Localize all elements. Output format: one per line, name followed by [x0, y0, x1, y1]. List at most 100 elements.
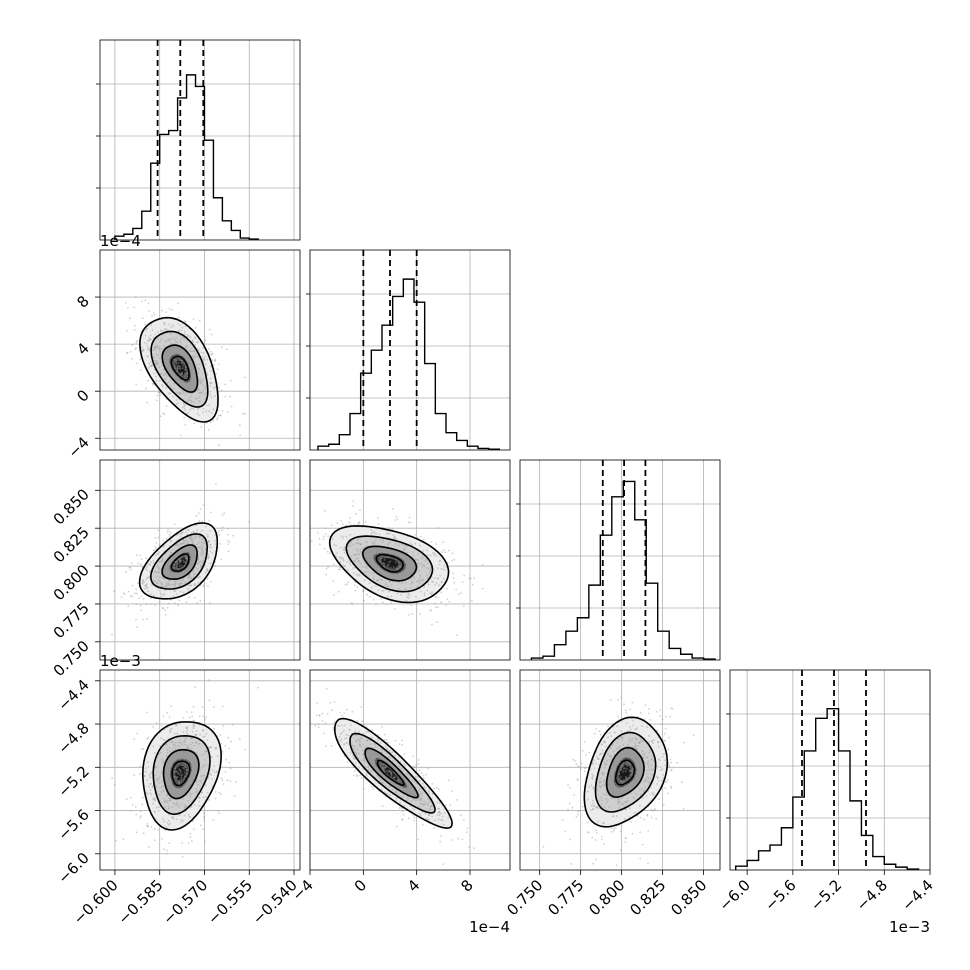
panel-r1-c0-point	[150, 324, 153, 327]
panel-r3-c0-point	[139, 816, 142, 819]
panel-r3-c0-point	[193, 723, 196, 726]
ytick-label-r2-3: 0.825	[50, 523, 93, 566]
panel-r3-c0-point	[155, 785, 158, 788]
panel-r3-c1-point	[326, 688, 328, 690]
panel-r2-c0-point	[173, 571, 175, 574]
panel-r3-c2-point	[596, 806, 598, 809]
panel-r2-c1-point	[419, 580, 422, 583]
panel-r3-c0-point	[208, 799, 211, 801]
panel-r3-c0-point	[167, 737, 170, 740]
panel-r3-c2-point	[603, 766, 606, 769]
panel-r3-c0-point	[168, 762, 171, 765]
panel-r2-c1-point	[422, 538, 425, 541]
panel-r3-c2-point	[644, 779, 646, 782]
panel-r2-c0-point	[155, 541, 158, 544]
panel-r3-c0-point	[215, 771, 218, 773]
panel-r2-c1-point	[440, 591, 442, 594]
panel-r3-c1-point	[346, 761, 349, 764]
panel-r2-c0-point	[165, 584, 167, 587]
panel-r3-c2-point	[577, 813, 579, 816]
panel-r3-c2-point	[561, 819, 564, 822]
panel-r2-c0-point	[193, 554, 196, 557]
panel-r1-c0-point	[184, 409, 187, 411]
panel-r2-c0-point	[197, 558, 200, 560]
panel-r1-c0-point	[194, 397, 197, 400]
panel-r3-c2-point	[635, 777, 637, 780]
panel-r3-c0-point	[190, 775, 193, 778]
panel-r2-c1-point	[366, 559, 368, 561]
panel-r3-c2-point	[631, 832, 634, 835]
panel-r3-c2-point	[595, 728, 597, 730]
panel-r1-c0-point	[192, 407, 195, 410]
panel-r3-c1-point	[421, 782, 424, 785]
panel-r3-c0-point	[192, 724, 195, 726]
panel-r1-c0-point	[149, 338, 152, 340]
panel-r2-c0-point	[181, 551, 184, 553]
panel-r1-c0-point	[157, 337, 159, 340]
panel-r3-c2-point	[612, 787, 614, 789]
panel-r1-c0-point	[194, 352, 197, 355]
panel-r3-c2-point	[617, 802, 619, 804]
panel-r3-c2-point	[611, 797, 613, 800]
panel-r3-c1-point	[412, 798, 415, 801]
panel-r1-c0-point	[184, 394, 187, 396]
panel-r3-c0-point	[165, 743, 168, 746]
panel-r3-c0-point	[210, 745, 212, 748]
panel-r3-c0-point	[159, 751, 162, 754]
panel-r1-c0-point	[200, 377, 203, 380]
panel-r3-c0-point	[168, 783, 171, 786]
panel-r2-c0-point	[144, 585, 147, 588]
panel-r2-c0-point	[154, 604, 157, 607]
panel-r3-c1-point	[406, 797, 409, 800]
panel-r1-c0-point	[210, 365, 213, 368]
panel-r2-c0-point	[191, 557, 193, 560]
panel-r1-c0-point	[186, 344, 189, 347]
panel-r1-c0-point	[190, 399, 192, 402]
panel-r2-c1-point	[361, 547, 364, 550]
panel-r2-c0-point	[180, 579, 183, 581]
panel-r1-c0-point	[158, 380, 161, 382]
panel-r1-c0-contour-3	[170, 355, 190, 381]
panel-r3-c2-point	[586, 831, 589, 833]
panel-r2-c0-point	[156, 571, 158, 574]
panel-r2-c1-point	[438, 584, 440, 586]
panel-r2-c0-point	[199, 535, 202, 538]
panel-r1-c0-point	[147, 355, 149, 358]
panel-r3-c0-point	[171, 749, 174, 751]
panel-r2-c1-point	[387, 590, 390, 593]
panel-r2-c1-point	[364, 571, 367, 574]
panel-r2-c1-point	[347, 545, 350, 548]
panel-r1-c0-point	[198, 363, 201, 365]
panel-r2-c0-point	[182, 551, 184, 554]
panel-r3-c2-point	[620, 780, 623, 783]
panel-r3-c2-point	[600, 797, 602, 799]
panel-r2-c0-point	[129, 566, 132, 569]
panel-r1-c0-point	[149, 334, 152, 337]
panel-r3-c2-point	[628, 730, 631, 732]
panel-r3-c2-point	[622, 753, 625, 755]
panel-r3-c0-point	[149, 776, 152, 779]
panel-r1-c0-point	[135, 383, 138, 386]
panel-r2-c1-point	[456, 634, 458, 637]
panel-r2-c0-point	[178, 558, 181, 560]
panel-r2-c1-point	[420, 590, 422, 593]
panel-r2-c1-point	[366, 558, 369, 561]
panel-r2-c0-point	[157, 570, 160, 573]
panel-r3-c1-point	[418, 787, 421, 790]
panel-r3-c1-point	[386, 747, 389, 749]
panel-r3-c0-point	[173, 771, 176, 773]
panel-r2-c0-point	[179, 560, 182, 562]
panel-r3-c1-point	[354, 751, 356, 754]
panel-r3-c0-point	[175, 804, 177, 806]
ytick-label-r3-4: −4.4	[54, 676, 92, 714]
panel-r3-c0-point	[198, 800, 201, 803]
panel-r1-c0-point	[195, 363, 198, 366]
panel-r3-c1-point	[412, 792, 414, 794]
panel-r2-c1-point	[431, 591, 433, 594]
panel-r2-c0-point	[193, 555, 196, 558]
panel-r2-c0-point	[200, 565, 203, 567]
panel-r2-c1-point	[345, 524, 348, 527]
panel-r1-c0-point	[181, 372, 184, 375]
panel-r1-c0-point	[200, 351, 203, 354]
panel-r3-c1-point	[394, 791, 397, 793]
